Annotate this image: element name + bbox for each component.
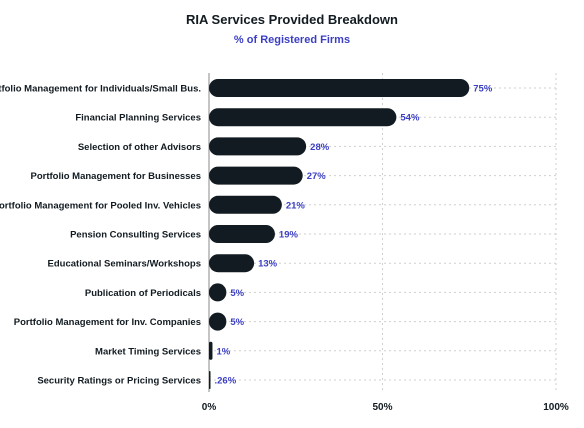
bar [209,195,282,214]
category-label: Portfolio Management for Businesses [30,171,201,182]
data-label: 28% [310,142,330,153]
category-label: Pension Consulting Services [70,230,201,241]
bar [209,283,227,302]
category-label: Educational Seminars/Workshops [48,259,201,270]
data-label: 5% [230,288,244,299]
data-label: 21% [286,200,306,211]
category-label: Security Ratings or Pricing Services [37,376,201,387]
category-label: Portfolio Management for Pooled Inv. Veh… [0,200,201,211]
category-label: Selection of other Advisors [78,142,201,153]
category-label: Market Timing Services [95,346,201,357]
category-label: Publication of Periodicals [85,288,201,299]
x-tick-label: 100% [543,402,569,413]
bar [209,225,275,243]
data-label: 1% [216,346,230,357]
x-tick-label: 0% [202,402,217,413]
bar [209,166,303,185]
data-label: 13% [258,259,278,270]
data-label: .26% [215,376,237,387]
data-label: 27% [307,171,327,182]
bar [209,254,255,273]
data-label: 5% [230,317,244,328]
bar [209,371,211,389]
category-label: Financial Planning Services [75,113,201,124]
category-label: Portfolio Management for Individuals/Sma… [0,84,201,95]
bar [209,341,213,360]
category-label: Portfolio Management for Inv. Companies [14,317,201,328]
data-label: 75% [473,84,493,95]
bar [209,312,227,331]
chart-title: RIA Services Provided Breakdown [186,12,398,27]
chart-subtitle: % of Registered Firms [233,34,351,46]
bar [209,79,470,97]
bar [209,137,307,156]
x-tick-label: 50% [372,402,392,413]
bar [209,108,397,127]
data-label: 54% [400,113,420,124]
data-label: 19% [279,230,299,241]
